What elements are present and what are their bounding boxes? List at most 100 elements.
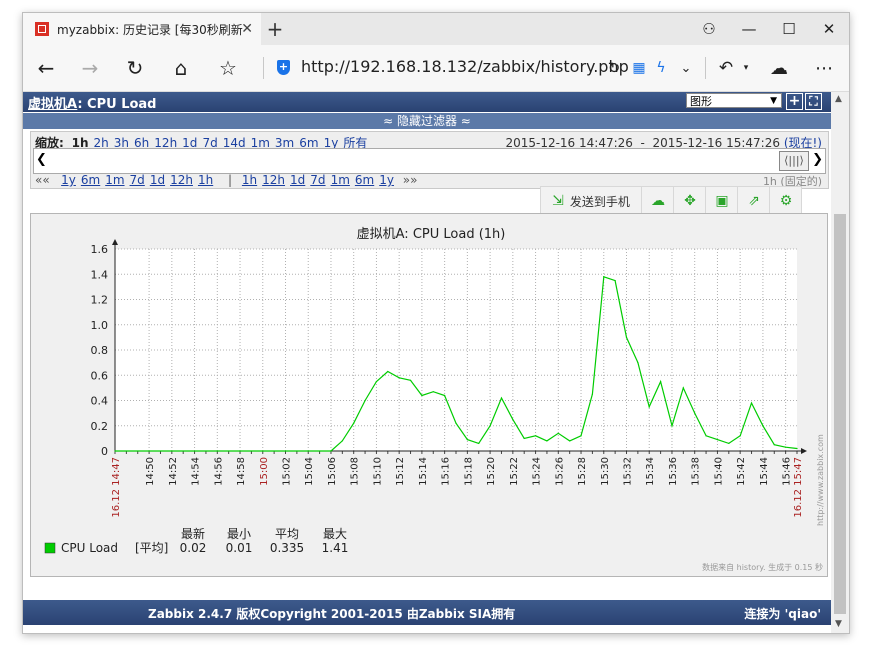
series-point (330, 450, 332, 452)
nav-forward-1m[interactable]: 1m (330, 173, 350, 187)
nav-back-1y[interactable]: 1y (61, 173, 76, 187)
series-point (603, 276, 605, 278)
cloud-sync-icon[interactable]: ☁ (770, 57, 788, 79)
x-tick-label: 15:16 (441, 457, 452, 486)
qr-code-icon[interactable]: ▦ (632, 60, 646, 76)
nav-back-1d[interactable]: 1d (149, 173, 166, 187)
x-tick-label: 15:44 (759, 457, 770, 486)
legend-swatch (44, 542, 56, 554)
cloud-icon: ☁ (651, 193, 665, 209)
chevron-down-icon: ▼ (770, 96, 777, 106)
view-select[interactable]: 图形 ▼ (686, 93, 782, 108)
graph-toolbar: ⇲ 发送到手机 ☁ ✥ ▣ ⇗ ⚙ (540, 186, 802, 216)
zoom-option-7d[interactable]: 7d (202, 136, 218, 150)
zoom-option-3m[interactable]: 3m (274, 136, 295, 150)
zoom-option-12h[interactable]: 12h (154, 136, 178, 150)
zoom-option-3h[interactable]: 3h (113, 136, 130, 150)
lightning-icon[interactable]: ϟ (656, 60, 666, 76)
nav-forward-6m[interactable]: 6m (354, 173, 375, 187)
nav-forward-1h[interactable]: 1h (241, 173, 258, 187)
zoom-option-6m[interactable]: 6m (299, 136, 319, 150)
filter-toggle[interactable]: ≈ 隐藏过滤器 ≈ (23, 113, 831, 129)
series-point (444, 394, 446, 397)
undo-icon[interactable]: ↶ (718, 58, 734, 78)
zoom-line: 缩放: 1h 2h 3h 6h 12h 1d 7d 14d 1m 3m 6m 1y 所有 (35, 134, 372, 151)
legend-value: 1.41 (322, 541, 349, 555)
settings-button[interactable]: ⚙ (769, 187, 802, 215)
period-scrollbar[interactable]: ❮ ⟨|||⟩ ❯ (33, 148, 826, 174)
nav-back-6m[interactable]: 6m (80, 173, 101, 187)
fullscreen-icon[interactable]: ⛶ (805, 93, 822, 110)
series-point (353, 422, 355, 424)
nav-forward-12h[interactable]: 12h (262, 173, 286, 187)
address-field[interactable]: http://192.168.18.132/zabbix/history.php (301, 57, 629, 76)
series-point (455, 422, 457, 424)
zoom-option-1m[interactable]: 1m (250, 136, 270, 150)
refresh-mode-icon[interactable]: ↻ (607, 59, 621, 77)
nav-back-7d[interactable]: 7d (129, 173, 145, 187)
new-tab-button[interactable]: + (266, 17, 284, 41)
close-window-button[interactable]: ✕ (822, 20, 836, 38)
series-point (785, 446, 787, 448)
chevron-left-icon[interactable]: ❮ (36, 152, 47, 167)
series-point (387, 370, 389, 373)
legend-col-header: 最新 (181, 526, 205, 541)
nav-forward-1y[interactable]: 1y (379, 173, 394, 187)
tabs-menu-icon[interactable]: ⚇ (702, 20, 716, 38)
nav-back-1h[interactable]: 1h (197, 173, 214, 187)
scroll-down-icon[interactable]: ▼ (835, 619, 842, 629)
reload-button[interactable]: ↻ (126, 56, 144, 80)
scroll-up-icon[interactable]: ▲ (835, 94, 842, 104)
fixed-period-label[interactable]: 1h (固定的) (762, 175, 822, 188)
chevron-down-icon[interactable]: ⌄ (680, 60, 692, 76)
more-menu-icon[interactable]: ⋯ (815, 57, 833, 79)
divider (705, 57, 706, 79)
series-point (750, 402, 753, 404)
browser-window: myzabbix: 历史记录 [每30秒刷新一 ✕ + ⚇ — ☐ ✕ ← → … (22, 12, 850, 634)
settings-icon: ⚙ (779, 193, 793, 209)
maximize-button[interactable]: ☐ (782, 20, 796, 38)
series-point (625, 336, 628, 338)
export-button[interactable]: ⇗ (737, 187, 770, 215)
page-header: 虚拟机A: CPU Load 图形 ▼ + ⛶ (23, 92, 831, 112)
x-tick-label: 14:56 (213, 457, 224, 486)
nav-back-1m[interactable]: 1m (105, 173, 125, 187)
minimize-button[interactable]: — (741, 20, 757, 38)
zoom-option-1d[interactable]: 1d (182, 136, 198, 150)
forward-button[interactable]: → (81, 56, 99, 80)
cloud-button[interactable]: ☁ (641, 187, 674, 215)
series-point (569, 440, 571, 442)
scroll-thumb[interactable] (834, 214, 846, 614)
zoom-option-2h[interactable]: 2h (93, 136, 109, 150)
y-tick-label: 0 (101, 445, 108, 458)
zoom-option-1h[interactable]: 1h (71, 136, 89, 150)
scroll-handle[interactable]: ⟨|||⟩ (779, 151, 809, 171)
x-tick-label: 14:50 (145, 457, 156, 486)
legend-col-header: 最小 (227, 527, 251, 541)
now-link[interactable]: (现在!) (783, 136, 822, 150)
undo-dropdown-icon[interactable]: ▾ (743, 63, 749, 73)
zoom-option-所有[interactable]: 所有 (343, 136, 368, 150)
back-button[interactable]: ← (37, 56, 55, 80)
favorite-star-icon[interactable]: ☆ (219, 56, 237, 80)
chevron-right-icon[interactable]: ❯ (812, 152, 823, 167)
add-icon[interactable]: + (786, 93, 803, 110)
nav-forward-7d[interactable]: 7d (310, 173, 326, 187)
nav-back-12h[interactable]: 12h (170, 173, 193, 187)
fullscreen-button[interactable]: ✥ (673, 187, 706, 215)
zoom-option-6h[interactable]: 6h (134, 136, 150, 150)
host-link[interactable]: 虚拟机A (28, 97, 78, 112)
home-button[interactable]: ⌂ (174, 56, 188, 80)
security-shield-icon[interactable]: + (277, 60, 290, 75)
nav-forward-1d[interactable]: 1d (290, 173, 306, 187)
save-button[interactable]: ▣ (705, 187, 738, 215)
vertical-scrollbar[interactable]: ▲ ▼ (831, 92, 849, 633)
browser-tab[interactable]: myzabbix: 历史记录 [每30秒刷新一 ✕ (23, 13, 261, 45)
x-tick-label: 15:42 (736, 457, 747, 486)
series-point (739, 435, 741, 437)
zoom-option-1y[interactable]: 1y (323, 136, 339, 150)
x-end-label: 16.12 15:47 (793, 457, 804, 518)
close-tab-icon[interactable]: ✕ (241, 21, 253, 37)
zoom-option-14d[interactable]: 14d (222, 136, 246, 150)
send-to-phone-button[interactable]: ⇲ 发送到手机 (541, 187, 641, 215)
